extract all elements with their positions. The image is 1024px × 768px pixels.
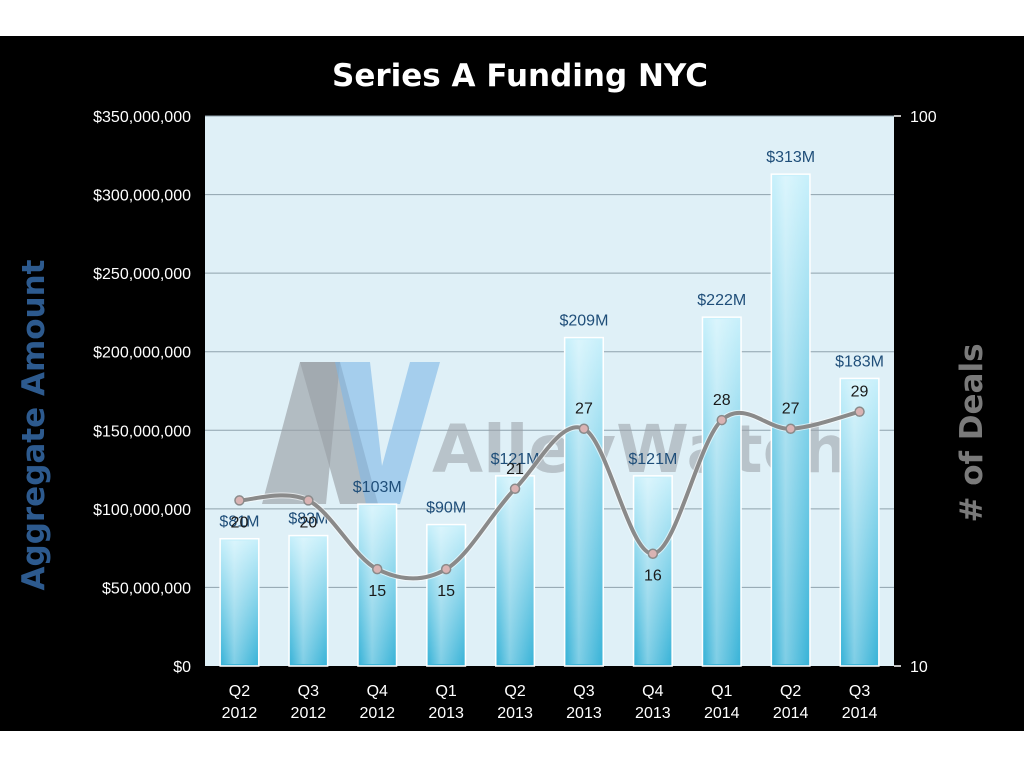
chart-frame: Series A Funding NYC AlleyWatch $81M $83M… (0, 36, 1024, 731)
y-tick-label: $100,000,000 (93, 502, 191, 519)
x-tick-label-year: 2014 (704, 705, 740, 722)
bar-data-label: $222M (697, 292, 746, 309)
chart-title: Series A Funding NYC (332, 58, 708, 94)
deals-line (239, 409, 861, 581)
bar-highlight (704, 319, 740, 664)
bar-highlight (222, 540, 257, 664)
deals-point (854, 406, 865, 417)
deals-point (785, 423, 796, 434)
x-tick-label-quarter: Q2 (504, 683, 525, 700)
x-tick-label-year: 2012 (222, 705, 258, 722)
deals-data-label: 20 (231, 514, 249, 531)
deals-data-label: 15 (437, 583, 455, 600)
bar-data-label: $183M (835, 353, 884, 370)
x-tick-label-year: 2013 (497, 705, 533, 722)
bar-highlight (497, 477, 533, 664)
x-tick-label-year: 2013 (635, 705, 671, 722)
deals-data-label: 28 (713, 392, 731, 409)
deals-point (372, 563, 383, 575)
x-tick-label-quarter: Q3 (573, 683, 594, 700)
bar-highlight (428, 526, 464, 664)
deals-line-series: 20 20 15 15 21 27 16 28 27 29 (231, 384, 869, 600)
x-tick-label-year: 2013 (566, 705, 602, 722)
bar-data-label: $83M (288, 511, 328, 528)
x-tick-label-quarter: Q3 (849, 683, 870, 700)
left-axis-ticks: $0 $50,000,000 $100,000,000 $150,000,000 $20… (93, 109, 191, 676)
deals-data-label: 29 (851, 384, 869, 401)
deals-data-label: 27 (575, 401, 593, 418)
bar-data-label: $121M (628, 451, 677, 468)
x-tick-label-quarter: Q4 (642, 683, 663, 700)
x-tick-label-quarter: Q3 (298, 683, 319, 700)
deals-data-label: 15 (368, 583, 386, 600)
bar-highlight (291, 537, 326, 664)
bar-highlight (635, 477, 671, 664)
x-tick-label-quarter: Q4 (367, 683, 388, 700)
y-tick-label: $150,000,000 (93, 423, 191, 440)
deals-point (509, 483, 521, 495)
right-axis-ticks: 10 100 (894, 109, 937, 676)
x-tick-label-year: 2012 (359, 705, 395, 722)
y-axis-label: Aggregate Amount (16, 259, 52, 590)
y-tick-label: $50,000,000 (102, 580, 191, 597)
bar-highlight (566, 339, 602, 664)
bar-highlight (359, 506, 395, 664)
bar-highlight (842, 380, 877, 664)
y2-axis-label: # of Deals (954, 343, 990, 522)
deals-point (303, 495, 314, 506)
x-axis-ticks: Q2 2012 Q3 2012 Q4 2012 Q1 2013 Q2 2013 Q3 2013 Q4 20… (222, 683, 878, 722)
y-tick-label: $250,000,000 (93, 266, 191, 283)
y-tick-label: $300,000,000 (93, 188, 191, 205)
y2-tick-label: 10 (910, 659, 928, 676)
deals-point (234, 495, 245, 506)
bar-data-label: $103M (353, 479, 402, 496)
x-tick-label-year: 2012 (291, 705, 327, 722)
deals-data-label: 16 (644, 568, 662, 585)
deals-point (647, 548, 659, 559)
bar-data-label: $90M (426, 500, 466, 517)
x-tick-label-quarter: Q2 (229, 683, 250, 700)
x-tick-label-year: 2013 (428, 705, 464, 722)
bar-data-label: $121M (491, 451, 540, 468)
deals-data-label: 27 (782, 401, 800, 418)
x-tick-label-quarter: Q1 (435, 683, 456, 700)
x-tick-label-quarter: Q2 (780, 683, 801, 700)
x-tick-label-year: 2014 (842, 705, 878, 722)
bar-data-label: $81M (219, 514, 259, 531)
bar-data-label: $209M (559, 313, 608, 330)
deals-point (716, 414, 727, 426)
bar-data-label: $313M (766, 149, 815, 166)
deals-data-label: 21 (506, 461, 524, 478)
deals-data-label: 20 (299, 514, 317, 531)
bar-highlight (773, 176, 808, 664)
bar-series: $81M $83M $103M $90M $121M $209M $121M $222M $31… (219, 149, 884, 667)
watermark-w (335, 362, 440, 504)
deals-point (578, 423, 590, 434)
deals-point (440, 563, 452, 575)
x-tick-label-year: 2014 (773, 705, 809, 722)
y-tick-label: $0 (173, 659, 191, 676)
y-tick-label: $350,000,000 (93, 109, 191, 126)
y2-tick-label: 100 (910, 109, 937, 126)
y-tick-label: $200,000,000 (93, 345, 191, 362)
x-tick-label-quarter: Q1 (711, 683, 732, 700)
chart-svg: Series A Funding NYC AlleyWatch $81M $83M… (16, 58, 990, 722)
